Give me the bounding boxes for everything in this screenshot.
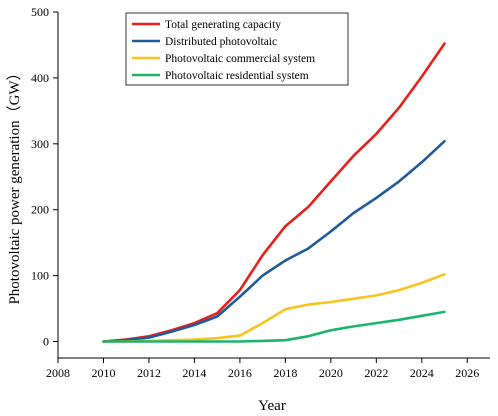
ticks: 2008 2010 2012 2014 2016 2018 2020 2022 2024 2026… [31, 5, 479, 380]
legend: Total generating capacity Distributed pho… [125, 12, 349, 86]
x-axis-title: Year [258, 398, 286, 414]
y-axis-title: Photovoltaic power generation（GW） [6, 65, 23, 304]
legend-label-0: Total generating capacity [165, 19, 281, 31]
legend-label-2: Photovoltaic commercial system [165, 53, 315, 65]
y-tick-label: 300 [31, 137, 49, 151]
x-tick-label: 2024 [410, 366, 434, 380]
y-tick-label: 400 [31, 71, 49, 85]
series-line-3 [102, 310, 446, 343]
x-tick-label: 2016 [228, 366, 252, 380]
y-tick-label: 200 [31, 203, 49, 217]
x-tick-label: 2010 [91, 366, 115, 380]
legend-label-3: Photovoltaic residential system [165, 70, 309, 82]
legend-label-1: Distributed photovoltaic [165, 36, 277, 48]
axes [57, 12, 490, 359]
x-tick-label: 2018 [273, 366, 297, 380]
x-tick-label: 2022 [364, 366, 388, 380]
x-tick-label: 2014 [182, 366, 206, 380]
series-line-0 [102, 42, 446, 343]
series-line-2 [102, 272, 446, 343]
x-tick-label: 2020 [319, 366, 343, 380]
y-tick-label: 500 [31, 5, 49, 19]
x-tick-label: 2008 [46, 366, 70, 380]
series-line-1 [102, 139, 446, 343]
y-tick-label: 100 [31, 269, 49, 283]
x-tick-label: 2026 [455, 366, 479, 380]
y-tick-label: 0 [43, 335, 49, 349]
x-tick-label: 2012 [137, 366, 161, 380]
series-lines [102, 42, 446, 343]
legend-box [125, 12, 349, 86]
